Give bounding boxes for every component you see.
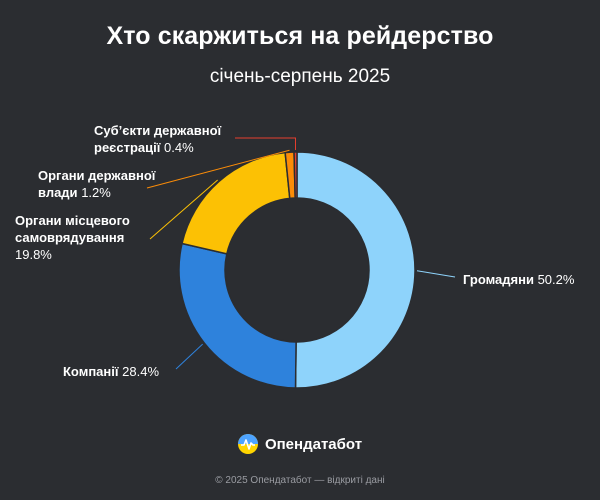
label-odv-line2: влади: [38, 185, 78, 200]
chart-title: Хто скаржиться на рейдерство: [106, 22, 494, 50]
brand-name: Опендатабот: [264, 435, 363, 453]
leader-kompanii: [175, 343, 203, 370]
label-kompanii-pct: 28.4%: [122, 364, 160, 379]
label-kompanii: Компанії 28.4%: [63, 363, 159, 380]
label-gromadyany: Громадяни 50.2%: [463, 271, 574, 288]
slice-gromadyany: [294, 151, 416, 389]
label-oms: Органи місцевого самоврядування 19.8%: [15, 212, 130, 263]
brand: Опендатабот: [0, 434, 600, 454]
label-oms-line1: Органи місцевого: [15, 213, 130, 228]
label-odv-line1: Органи державної: [38, 168, 156, 183]
label-odv: Органи державної влади 1.2%: [38, 167, 155, 201]
slice-kompanii: [178, 242, 297, 389]
leader-oms: [149, 179, 218, 240]
label-kompanii-name: Компанії: [63, 364, 119, 379]
label-oms-pct: 19.8%: [15, 247, 52, 262]
chart-subtitle: січень-серпень 2025: [209, 66, 391, 87]
label-sdr-line2: реєстрації: [94, 140, 161, 155]
label-odv-pct: 1.2%: [81, 185, 111, 200]
slice-sdr: [293, 151, 298, 199]
label-gromadyany-name: Громадяни: [463, 272, 534, 287]
leader-odv: [146, 149, 290, 189]
label-sdr: Суб’єкти державної реєстрації 0.4%: [94, 122, 221, 156]
label-sdr-pct: 0.4%: [164, 140, 194, 155]
label-gromadyany-pct: 50.2%: [537, 272, 575, 287]
leader-sdr: [235, 137, 296, 151]
leader-gromadyany: [416, 270, 456, 278]
label-sdr-line1: Суб’єкти державної: [94, 123, 222, 138]
slice-oms: [181, 151, 291, 255]
opendatabot-logo-icon: [237, 434, 258, 454]
label-oms-line2: самоврядування: [15, 230, 125, 245]
footer-copyright: © 2025 Опендатабот — відкриті дані: [215, 475, 385, 486]
